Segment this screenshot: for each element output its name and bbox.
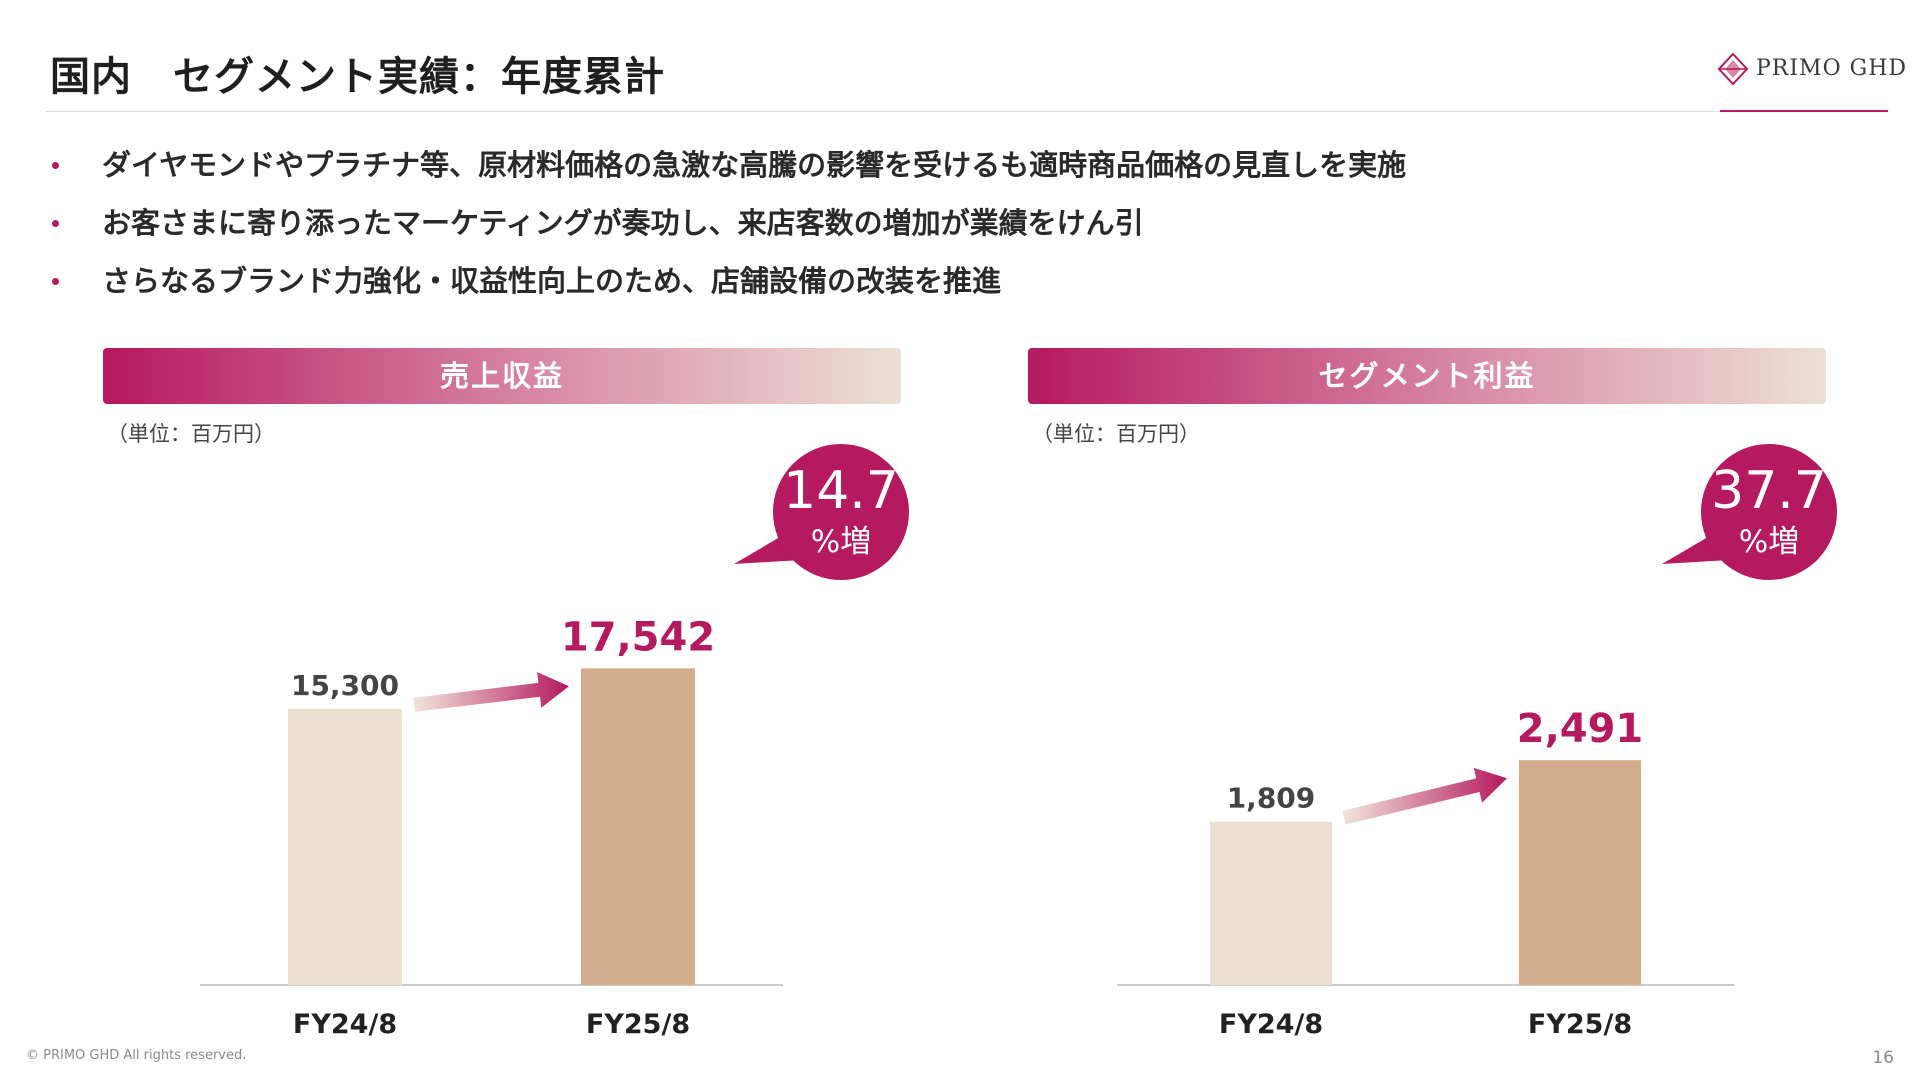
growth-rate-suffix: %増 bbox=[811, 524, 871, 560]
bullet-item: さらなるブランド力強化・収益性向上のため、店舗設備の改装を推進 bbox=[52, 259, 1406, 317]
logo-text: PRIMO GHD bbox=[1756, 56, 1908, 81]
data-label: 17,542 bbox=[561, 614, 715, 660]
segment-profit-chart-title: セグメント利益 bbox=[1028, 348, 1826, 404]
growth-rate-number: 37.7 bbox=[1711, 461, 1827, 521]
bullet-item: お客さまに寄り添ったマーケティングが奏功し、来店客数の増加が業績をけん引 bbox=[52, 201, 1406, 259]
bar-fy25-8 bbox=[581, 668, 695, 985]
x-tick-label: FY24/8 bbox=[293, 1009, 397, 1040]
logo-underline bbox=[1720, 110, 1888, 112]
bullet-dot-icon bbox=[52, 220, 59, 227]
bullet-item: ダイヤモンドやプラチナ等、原材料価格の急激な高騰の影響を受けるも適時商品価格の見… bbox=[52, 143, 1406, 201]
segment-profit-unit-label: （単位：百万円） bbox=[1032, 422, 1200, 446]
diamond-logo-icon bbox=[1717, 52, 1749, 86]
bullet-text: お客さまに寄り添ったマーケティングが奏功し、来店客数の増加が業績をけん引 bbox=[102, 206, 1144, 240]
segment-profit-chart-panel: セグメント利益 （単位：百万円） 1,809 FY24/8 2,491 FY25/8 3… bbox=[1028, 348, 1837, 1048]
growth-rate-suffix: %増 bbox=[1739, 524, 1799, 560]
bullet-dot-icon bbox=[52, 162, 59, 169]
bullet-text: さらなるブランド力強化・収益性向上のため、店舗設備の改装を推進 bbox=[102, 264, 1002, 298]
x-tick-label: FY25/8 bbox=[586, 1009, 690, 1040]
x-tick-label: FY25/8 bbox=[1528, 1009, 1632, 1040]
copyright-text: © PRIMO GHD All rights reserved. bbox=[26, 1048, 247, 1063]
brand-logo: PRIMO GHD bbox=[1716, 52, 1906, 92]
bar-fy24-8 bbox=[1210, 821, 1332, 985]
revenue-chart-title: 売上収益 bbox=[103, 348, 901, 404]
growth-bubble bbox=[773, 444, 909, 580]
segment-profit-chart: 1,809 FY24/8 2,491 FY25/8 37.7%増 bbox=[1117, 444, 1837, 1040]
growth-bubble bbox=[1701, 444, 1837, 580]
data-label: 1,809 bbox=[1227, 782, 1316, 815]
page-title: 国内 セグメント実績：年度累計 bbox=[50, 54, 665, 100]
revenue-chart-panel: 売上収益 （単位：百万円） 15,300 FY24/8 17,542 FY25/8 14… bbox=[103, 348, 909, 1048]
title-divider bbox=[46, 111, 1886, 112]
bullet-list: ダイヤモンドやプラチナ等、原材料価格の急激な高騰の影響を受けるも適時商品価格の見… bbox=[52, 143, 1406, 317]
growth-rate-number: 14.7 bbox=[783, 461, 899, 521]
revenue-unit-label: （単位：百万円） bbox=[107, 422, 275, 446]
data-label: 15,300 bbox=[291, 669, 399, 702]
bar-fy25-8 bbox=[1519, 760, 1641, 985]
bullet-dot-icon bbox=[52, 278, 59, 285]
growth-arrow-icon bbox=[413, 672, 569, 712]
page-number: 16 bbox=[1872, 1048, 1894, 1068]
growth-arrow-icon bbox=[1342, 767, 1507, 825]
data-label: 2,491 bbox=[1517, 706, 1644, 752]
bar-fy24-8 bbox=[288, 708, 402, 985]
bullet-text: ダイヤモンドやプラチナ等、原材料価格の急激な高騰の影響を受けるも適時商品価格の見… bbox=[102, 148, 1407, 182]
x-tick-label: FY24/8 bbox=[1219, 1009, 1323, 1040]
revenue-chart: 15,300 FY24/8 17,542 FY25/8 14.7%増 bbox=[200, 444, 909, 1040]
